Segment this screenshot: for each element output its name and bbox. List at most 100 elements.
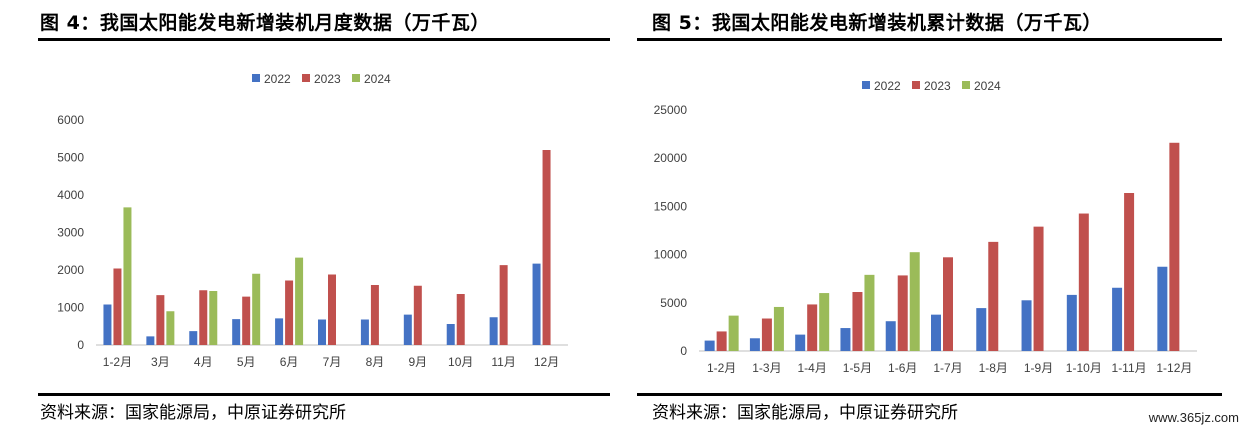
bar-2022	[189, 331, 198, 345]
bar-2023	[761, 318, 772, 351]
x-tick-label: 5月	[237, 355, 256, 369]
bar-2022	[1112, 287, 1123, 351]
bar-2022	[146, 336, 155, 345]
bar-2022	[840, 328, 851, 351]
bar-2024	[819, 293, 830, 351]
figure-4-chart: 0 1000 2000 3000 4000 5000 6000 1-2月 3月 4月 5月 6月 7月 8…	[57, 72, 568, 369]
x-tick-label: 4月	[194, 355, 213, 369]
bar-2022	[976, 308, 987, 351]
bar-2022	[885, 321, 896, 351]
bar-2023	[113, 268, 122, 345]
y-tick-label: 0	[77, 338, 84, 352]
figure-4-panel: 图 4：我国太阳能发电新增装机月度数据（万千瓦） 0 1000 2000 3000 40…	[0, 0, 612, 436]
bar-2022	[318, 319, 326, 345]
x-tick-label: 1-10月	[1066, 361, 1102, 375]
source-rule	[637, 393, 1222, 396]
bar-2024	[209, 291, 218, 345]
y-tick-label: 10000	[654, 248, 688, 262]
bar-2022	[532, 263, 541, 345]
y-tick-label: 0	[680, 344, 687, 358]
y-tick-label: 2000	[57, 263, 84, 277]
bar-2022	[795, 334, 806, 351]
bar-2023	[897, 275, 908, 351]
figure-5-source: 资料来源：国家能源局，中原证券研究所	[652, 403, 958, 423]
x-tick-label: 12月	[534, 355, 559, 369]
y-tick-label: 20000	[654, 151, 688, 165]
legend-label-2022: 2022	[264, 72, 291, 86]
bar-2022	[103, 304, 112, 345]
bar-2023	[716, 331, 727, 351]
x-tick-label: 1-7月	[933, 361, 962, 375]
x-tick-label: 1-2月	[707, 361, 736, 375]
bar-2024	[864, 274, 875, 351]
figure-4-source: 资料来源：国家能源局，中原证券研究所	[40, 403, 346, 423]
bar-2022	[1157, 266, 1168, 351]
bar-2023	[943, 257, 953, 351]
bar-2024	[773, 306, 784, 351]
x-tick-label: 1-8月	[979, 361, 1008, 375]
x-tick-label: 1-12月	[1156, 361, 1192, 375]
y-tick-label: 15000	[654, 199, 688, 213]
bar-2024	[728, 315, 739, 351]
bar-2024	[123, 207, 132, 345]
x-tick-label: 1-5月	[843, 361, 872, 375]
bar-2023	[156, 295, 165, 345]
bar-2022	[403, 314, 412, 345]
figure-5-chart: 0 5000 10000 15000 20000 25000 1-2月 1-3月 1-4月 1-5…	[654, 79, 1197, 375]
y-tick-label: 3000	[57, 226, 84, 240]
x-tick-label: 1-3月	[752, 361, 781, 375]
legend-swatch-2022	[862, 81, 870, 89]
source-rule	[38, 393, 610, 396]
bar-2022	[704, 340, 715, 351]
bar-2023	[456, 294, 465, 345]
title-rule	[637, 38, 1222, 41]
x-tick-label: 7月	[323, 355, 342, 369]
y-tick-label: 6000	[57, 113, 84, 127]
bar-2022	[749, 338, 760, 351]
bar-2023	[1169, 142, 1180, 351]
x-tick-label: 8月	[366, 355, 385, 369]
bar-2023	[1124, 193, 1135, 351]
bar-2023	[988, 241, 999, 351]
legend-swatch-2023	[912, 81, 920, 89]
bar-2023	[1078, 213, 1089, 351]
x-tick-label: 10月	[448, 355, 473, 369]
y-tick-label: 1000	[57, 301, 84, 315]
title-rule	[38, 38, 610, 41]
bar-2024	[166, 311, 175, 345]
x-tick-label: 1-4月	[798, 361, 827, 375]
bar-2022	[275, 318, 284, 345]
y-tick-label: 25000	[654, 103, 688, 117]
bar-2022	[446, 324, 455, 345]
bar-2022	[1021, 300, 1032, 351]
bar-2023	[1033, 226, 1044, 351]
legend-label-2024: 2024	[364, 72, 391, 86]
bar-2023	[542, 150, 551, 345]
y-tick-label: 5000	[57, 151, 84, 165]
bar-2023	[285, 280, 294, 345]
y-tick-label: 4000	[57, 188, 84, 202]
legend-label-2023: 2023	[314, 72, 341, 86]
x-tick-label: 1-9月	[1024, 361, 1053, 375]
legend-swatch-2023	[302, 74, 310, 82]
bar-2022	[489, 317, 498, 345]
x-tick-label: 3月	[151, 355, 170, 369]
x-tick-label: 1-6月	[888, 361, 917, 375]
x-tick-label: 9月	[408, 355, 427, 369]
bar-2023	[328, 274, 336, 345]
legend-swatch-2024	[352, 74, 360, 82]
bar-2023	[852, 292, 863, 351]
bar-2024	[909, 252, 920, 351]
x-tick-label: 1-2月	[103, 355, 132, 369]
bar-2022	[360, 319, 369, 345]
legend-label-2023: 2023	[924, 79, 951, 93]
figure-5-title: 图 5：我国太阳能发电新增装机累计数据（万千瓦）	[652, 12, 1102, 34]
figure-4-title: 图 4：我国太阳能发电新增装机月度数据（万千瓦）	[40, 12, 490, 34]
legend-swatch-2024	[962, 81, 970, 89]
bar-2023	[499, 265, 508, 345]
legend-label-2024: 2024	[974, 79, 1001, 93]
bar-2024	[295, 257, 304, 345]
x-tick-label: 6月	[280, 355, 299, 369]
bar-2023	[242, 296, 251, 345]
legend-swatch-2022	[252, 74, 260, 82]
